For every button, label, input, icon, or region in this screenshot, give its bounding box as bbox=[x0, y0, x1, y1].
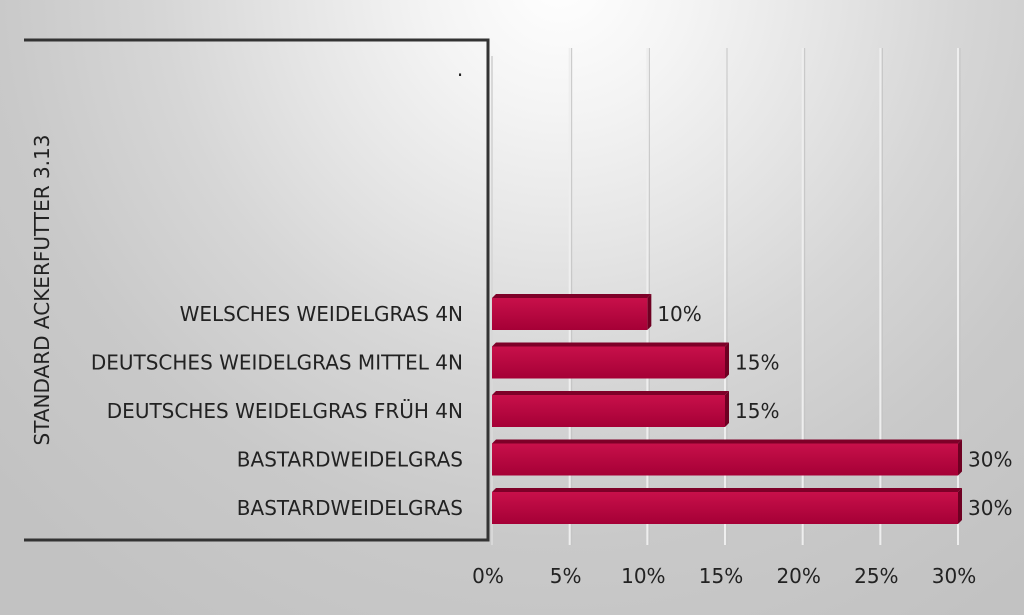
data-label: 15% bbox=[735, 351, 779, 375]
bar-top-face bbox=[492, 342, 729, 347]
category-label: WELSCHES WEIDELGRAS 4N bbox=[180, 302, 463, 326]
bar bbox=[492, 395, 725, 427]
bar bbox=[492, 492, 958, 524]
bar-side-face bbox=[958, 488, 962, 524]
bar-side-face bbox=[725, 342, 729, 379]
data-label: 30% bbox=[968, 496, 1012, 520]
bar bbox=[492, 443, 958, 476]
category-label: DEUTSCHES WEIDELGRAS MITTEL 4N bbox=[91, 351, 463, 375]
bar-side-face bbox=[647, 294, 652, 330]
x-tick-label: 30% bbox=[932, 564, 976, 588]
bar bbox=[492, 298, 648, 330]
bar-side-face bbox=[725, 391, 729, 427]
bar-top-face bbox=[492, 488, 962, 492]
bar-top-face bbox=[492, 391, 729, 395]
x-tick-label: 5% bbox=[550, 564, 582, 588]
bar-top-face bbox=[492, 294, 652, 298]
labels: STANDARD ACKERFUTTER 3.13 . 0% 5% 10% 15% 20… bbox=[30, 57, 1012, 588]
bars bbox=[492, 294, 962, 524]
group-label: STANDARD ACKERFUTTER 3.13 bbox=[30, 135, 54, 446]
category-label: BASTARDWEIDELGRAS bbox=[237, 496, 463, 520]
data-label: 10% bbox=[657, 302, 701, 326]
category-label: DEUTSCHES WEIDELGRAS FRÜH 4N bbox=[107, 399, 463, 423]
chart-title: . bbox=[457, 57, 463, 81]
x-tick-label: 15% bbox=[699, 564, 743, 588]
data-label: 30% bbox=[968, 448, 1012, 472]
bar-top-face bbox=[492, 439, 962, 444]
category-label: BASTARDWEIDELGRAS bbox=[237, 448, 463, 472]
x-tick-label: 25% bbox=[854, 564, 898, 588]
x-tick-label: 20% bbox=[776, 564, 820, 588]
x-tick-label: 0% bbox=[472, 564, 504, 588]
category-panel-frame bbox=[24, 38, 490, 542]
bar bbox=[492, 346, 725, 379]
data-label: 15% bbox=[735, 399, 779, 423]
x-tick-label: 10% bbox=[621, 564, 665, 588]
bar-side-face bbox=[958, 439, 962, 476]
